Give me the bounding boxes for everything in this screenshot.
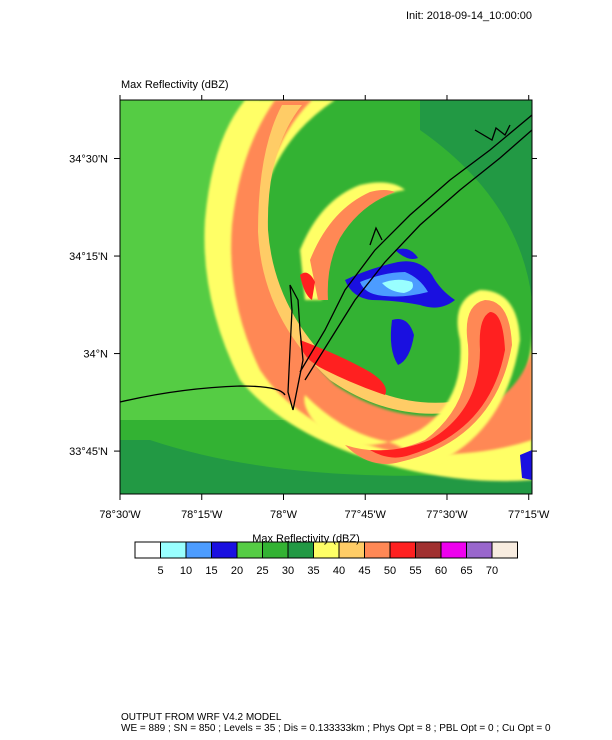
plot-title: Max Reflectivity (dBZ) <box>121 79 229 91</box>
x-tick-label: 78°30'W <box>99 509 141 521</box>
coastline-lines <box>120 114 532 411</box>
footer-line-2: WE = 889 ; SN = 850 ; Levels = 35 ; Dis … <box>121 723 551 734</box>
colorbar-label: 5 <box>157 565 163 577</box>
x-tick-label: 77°30'W <box>426 509 468 521</box>
footer-line-1: OUTPUT FROM WRF V4.2 MODEL <box>121 712 282 723</box>
colorbar-label: 10 <box>180 565 192 577</box>
colorbar-swatch <box>491 541 518 559</box>
colorbar: 5 10 15 20 25 30 35 40 45 50 55 60 65 70 <box>134 541 518 577</box>
x-tick-label: 78°15'W <box>181 509 223 521</box>
y-tick-label: 34°N <box>83 349 108 361</box>
colorbar-label: 60 <box>435 565 447 577</box>
colorbar-label: 20 <box>231 565 243 577</box>
y-tick-label: 34°15'N <box>69 251 108 263</box>
model-info-footer: OUTPUT FROM WRF V4.2 MODEL WE = 889 ; SN… <box>121 712 551 734</box>
colorbar-label: 55 <box>409 565 421 577</box>
init-time-label: Init: 2018-09-14_10:00:00 <box>406 10 532 22</box>
plot-frame <box>119 99 533 495</box>
colorbar-label: 35 <box>307 565 319 577</box>
x-tick-label: 77°15'W <box>508 509 550 521</box>
y-tick-label: 33°45'N <box>69 446 108 458</box>
colorbar-label: 30 <box>282 565 294 577</box>
x-tick-label: 78°W <box>270 509 298 521</box>
y-tick-label: 34°30'N <box>69 154 108 166</box>
colorbar-label: 65 <box>460 565 472 577</box>
colorbar-label: 40 <box>333 565 345 577</box>
colorbar-label: 45 <box>358 565 370 577</box>
colorbar-title: Max Reflectivity (dBZ) <box>252 533 360 545</box>
reflectivity-field <box>120 100 532 494</box>
colorbar-label: 50 <box>384 565 396 577</box>
x-axis: 78°30'W 78°15'W 78°W 77°45'W 77°30'W 77°15'W <box>99 95 550 521</box>
y-axis: 34°30'N 34°15'N 34°N 33°45'N <box>69 154 537 458</box>
colorbar-label: 70 <box>486 565 498 577</box>
colorbar-label: 15 <box>205 565 217 577</box>
x-tick-label: 77°45'W <box>345 509 387 521</box>
colorbar-label: 25 <box>256 565 268 577</box>
